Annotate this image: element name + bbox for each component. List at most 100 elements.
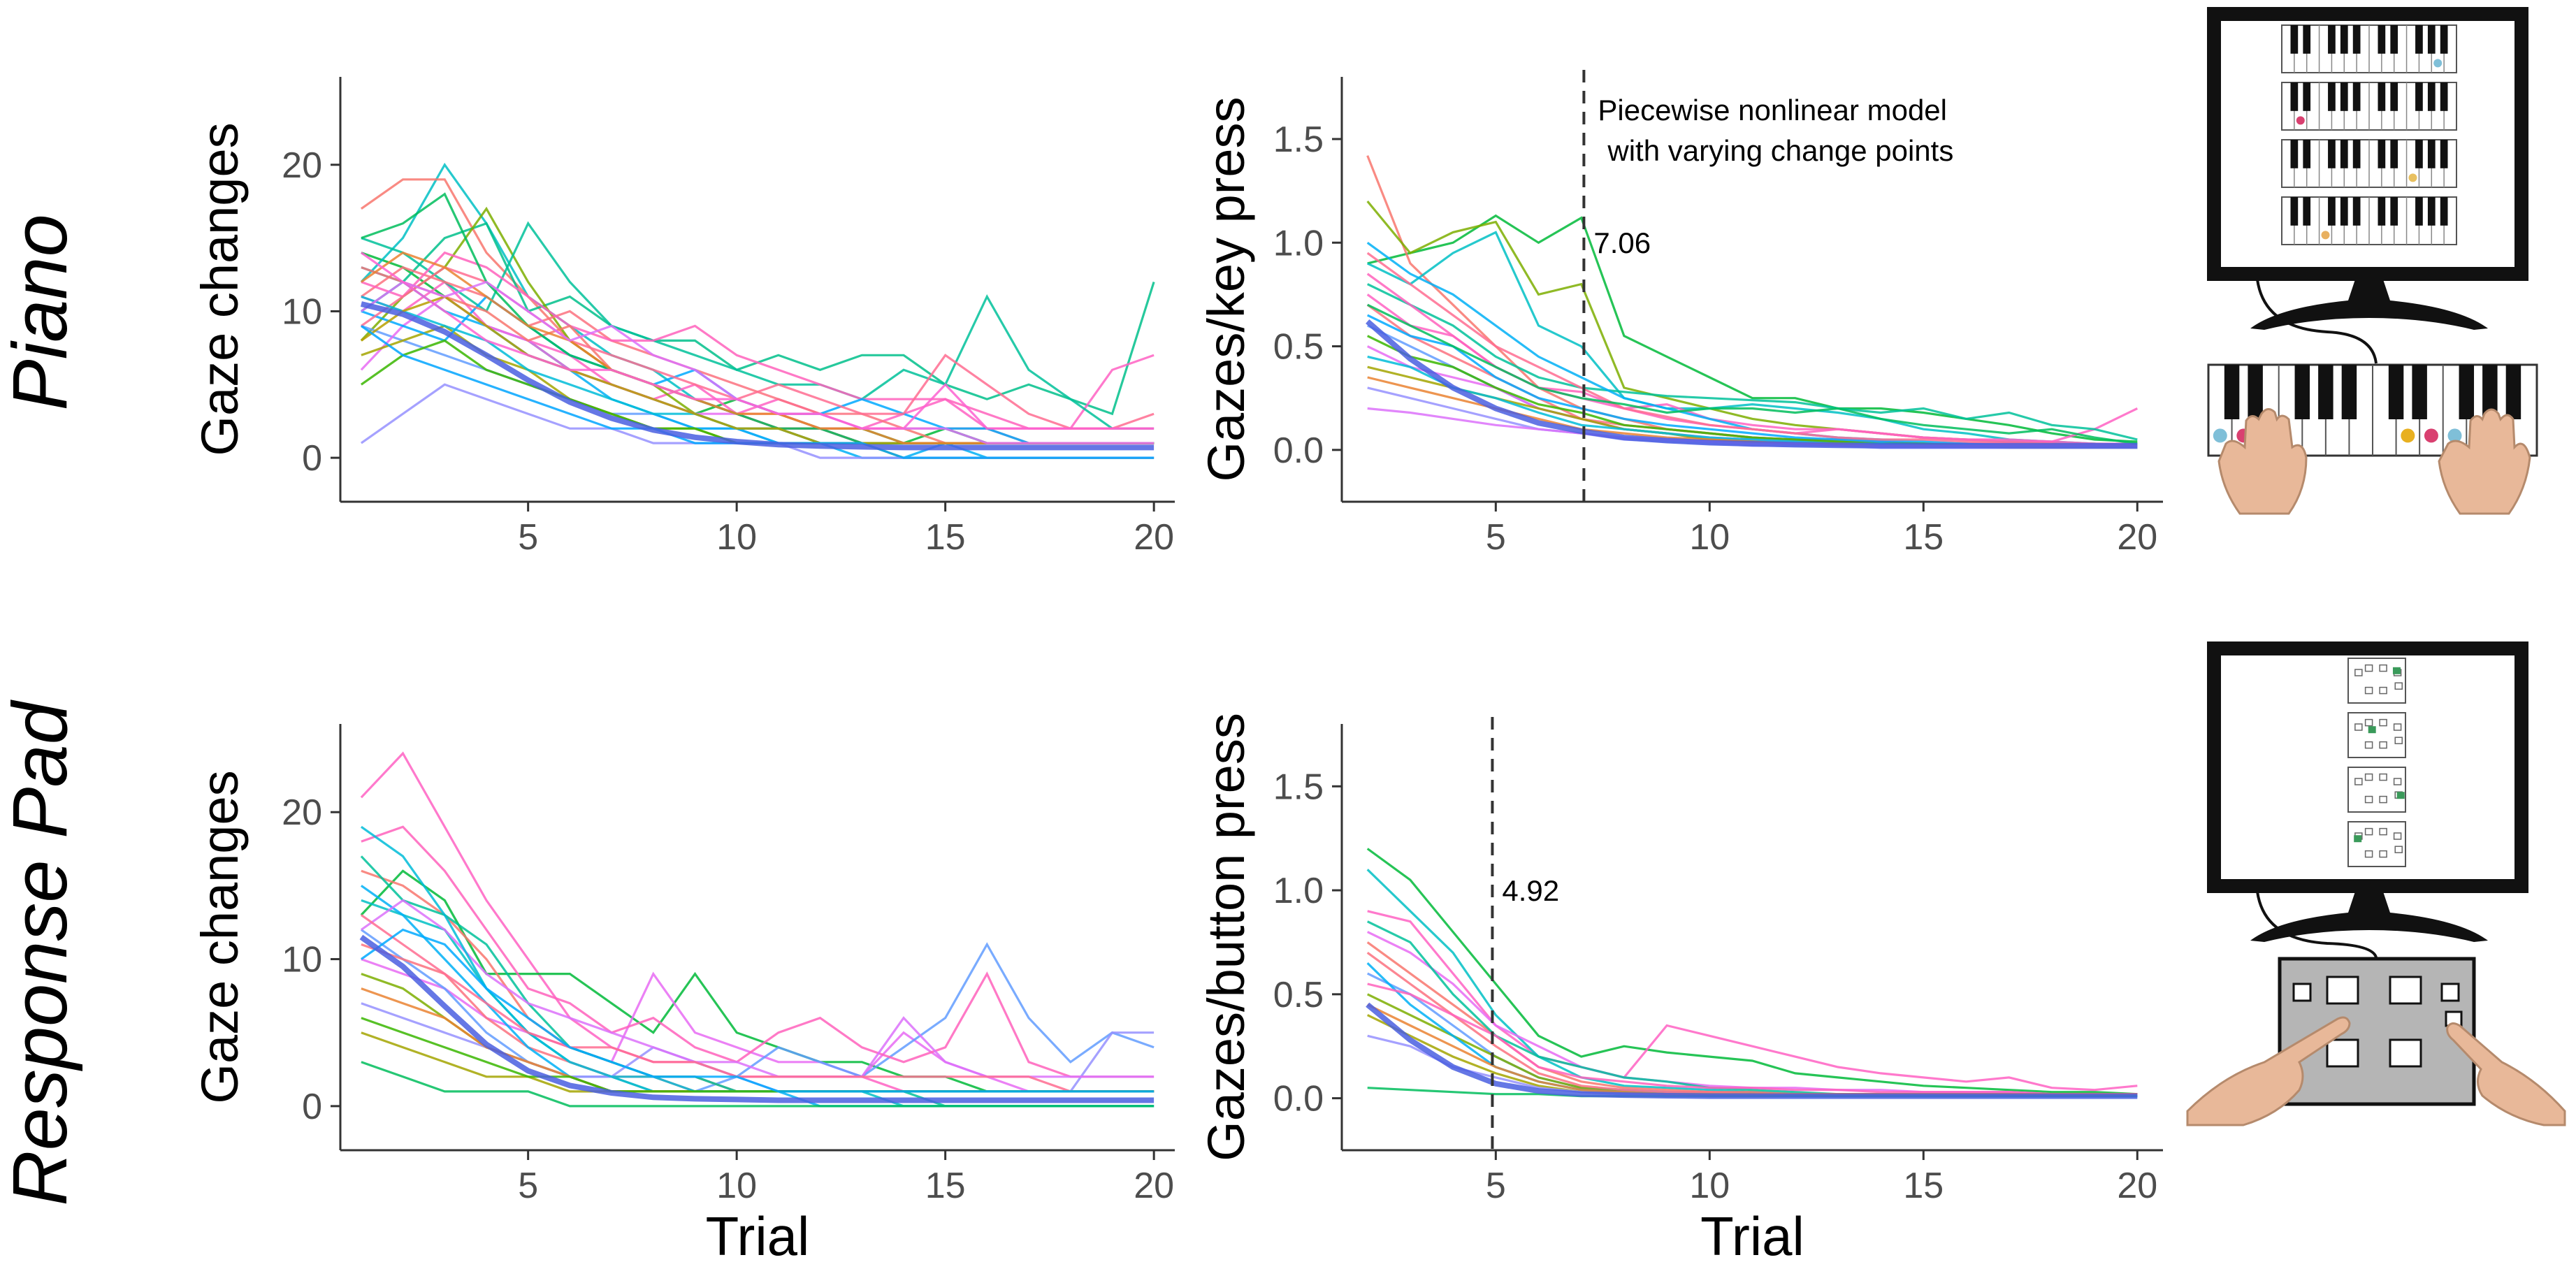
change-point-label: 4.92 (1502, 874, 1559, 907)
screen-pad-button (2394, 682, 2403, 690)
row-label-response-pad: Response Pad (0, 699, 83, 1205)
piano-setup-illustration (2207, 7, 2538, 515)
x-tick-label: 10 (716, 1166, 757, 1206)
x-tick-label: 20 (2117, 517, 2157, 558)
finger-key-marker (2447, 428, 2462, 443)
pad-gaze-changes-plot: 0 10 20 5 10 15 20 Gaze changes Trial (191, 724, 1175, 1267)
screen-pad-button (2379, 850, 2387, 858)
black-key (2340, 82, 2348, 111)
black-key (2482, 365, 2498, 419)
series-line-s24 (360, 252, 1155, 430)
pad-monitor-stand (2250, 892, 2488, 942)
target-key-marker (2321, 231, 2330, 240)
black-key (2340, 25, 2348, 54)
x-axis-title: Trial (706, 1205, 810, 1267)
black-key (2248, 365, 2263, 419)
series-line-s20 (360, 928, 1155, 1093)
screen-pad-button (2393, 832, 2402, 840)
target-key-marker (2433, 59, 2443, 68)
screen-pad-button (2379, 795, 2387, 804)
black-key (2303, 25, 2311, 54)
left-hand-icon (2217, 408, 2308, 515)
x-tick-label: 15 (1903, 517, 1944, 558)
black-key (2303, 140, 2311, 168)
series-line-s22 (360, 251, 1155, 444)
series-line-s03 (1366, 869, 2138, 1098)
black-key (2303, 197, 2311, 226)
screen-pad-button (2379, 686, 2387, 695)
model-annotation-line: Piecewise nonlinear model (1598, 94, 1947, 126)
target-button-marker (2396, 792, 2405, 799)
series-line-s05 (1367, 931, 2138, 1096)
black-key (2378, 140, 2386, 168)
series-line-s07 (1367, 283, 2138, 441)
series-line-s12 (1367, 983, 2138, 1096)
black-key (2378, 197, 2386, 226)
y-tick-label: 20 (282, 145, 322, 186)
finger-key-marker (2424, 428, 2438, 443)
group-fit-line (359, 934, 1155, 1103)
series-line-s04 (360, 929, 1155, 1093)
series-line-s10 (361, 221, 1155, 430)
black-key (2390, 140, 2398, 168)
black-key (2352, 140, 2361, 168)
black-key (2294, 365, 2310, 419)
black-key (2459, 365, 2475, 419)
black-key (2328, 25, 2336, 54)
screen-pad-button (2364, 664, 2373, 672)
screen-pad-button (2379, 718, 2387, 727)
black-key (2341, 365, 2357, 419)
y-tick-label: 1.0 (1273, 871, 1324, 911)
screen-pad-button (2364, 795, 2373, 804)
black-key (2290, 82, 2299, 111)
black-key (2224, 365, 2240, 419)
y-axis-title: Gaze changes (191, 122, 249, 456)
series-line-s18 (1367, 376, 2138, 447)
pad-setup-illustration (2186, 641, 2566, 1126)
screen-pad-button (2364, 827, 2373, 836)
x-tick-label: 20 (1134, 517, 1174, 558)
target-key-marker (2408, 173, 2417, 182)
group-fit-line (1366, 319, 2138, 449)
x-tick-label: 15 (925, 1166, 966, 1206)
pad-button (2326, 976, 2359, 1005)
y-tick-label: 1.5 (1273, 767, 1324, 807)
screen-pad-button (2393, 723, 2402, 731)
black-key (2412, 365, 2427, 419)
target-button-marker (2354, 835, 2362, 843)
finger-key-marker (2401, 428, 2415, 443)
x-tick-label: 10 (716, 517, 757, 558)
screen-pad-button (2379, 827, 2387, 836)
screen-pad-button (2393, 778, 2402, 785)
y-tick-label: 0.5 (1273, 975, 1324, 1015)
target-key-marker (2296, 116, 2305, 125)
black-key (2290, 140, 2299, 168)
pad-button (2326, 1038, 2359, 1068)
y-axis-title: Gazes/button press (1197, 713, 1255, 1161)
pad-button (2389, 1038, 2422, 1068)
black-key (2427, 82, 2436, 111)
y-tick-label: 1.0 (1273, 223, 1324, 263)
y-tick-label: 20 (282, 792, 322, 833)
screen-pad (2347, 712, 2406, 758)
pad-button (2440, 983, 2460, 1002)
black-key (2505, 365, 2521, 419)
series-line-s01 (1366, 848, 2138, 1096)
x-tick-label: 5 (1486, 1166, 1506, 1206)
change-point-label: 7.06 (1593, 226, 1651, 259)
screen-pad-button (2354, 669, 2363, 676)
black-key (2440, 140, 2448, 168)
black-key (2427, 140, 2436, 168)
screen-pad (2347, 658, 2406, 704)
screen-pad-button (2379, 773, 2387, 781)
target-button-marker (2368, 726, 2376, 734)
series-line-s17 (360, 825, 1155, 1093)
x-tick-label: 5 (518, 1166, 538, 1206)
screen-pad-button (2394, 846, 2403, 853)
screen-pad-button (2379, 664, 2387, 672)
y-tick-label: 0 (302, 1087, 322, 1127)
screen-pad (2347, 821, 2406, 867)
target-button-marker (2392, 667, 2401, 674)
black-key (2328, 140, 2336, 168)
black-key (2415, 82, 2423, 111)
